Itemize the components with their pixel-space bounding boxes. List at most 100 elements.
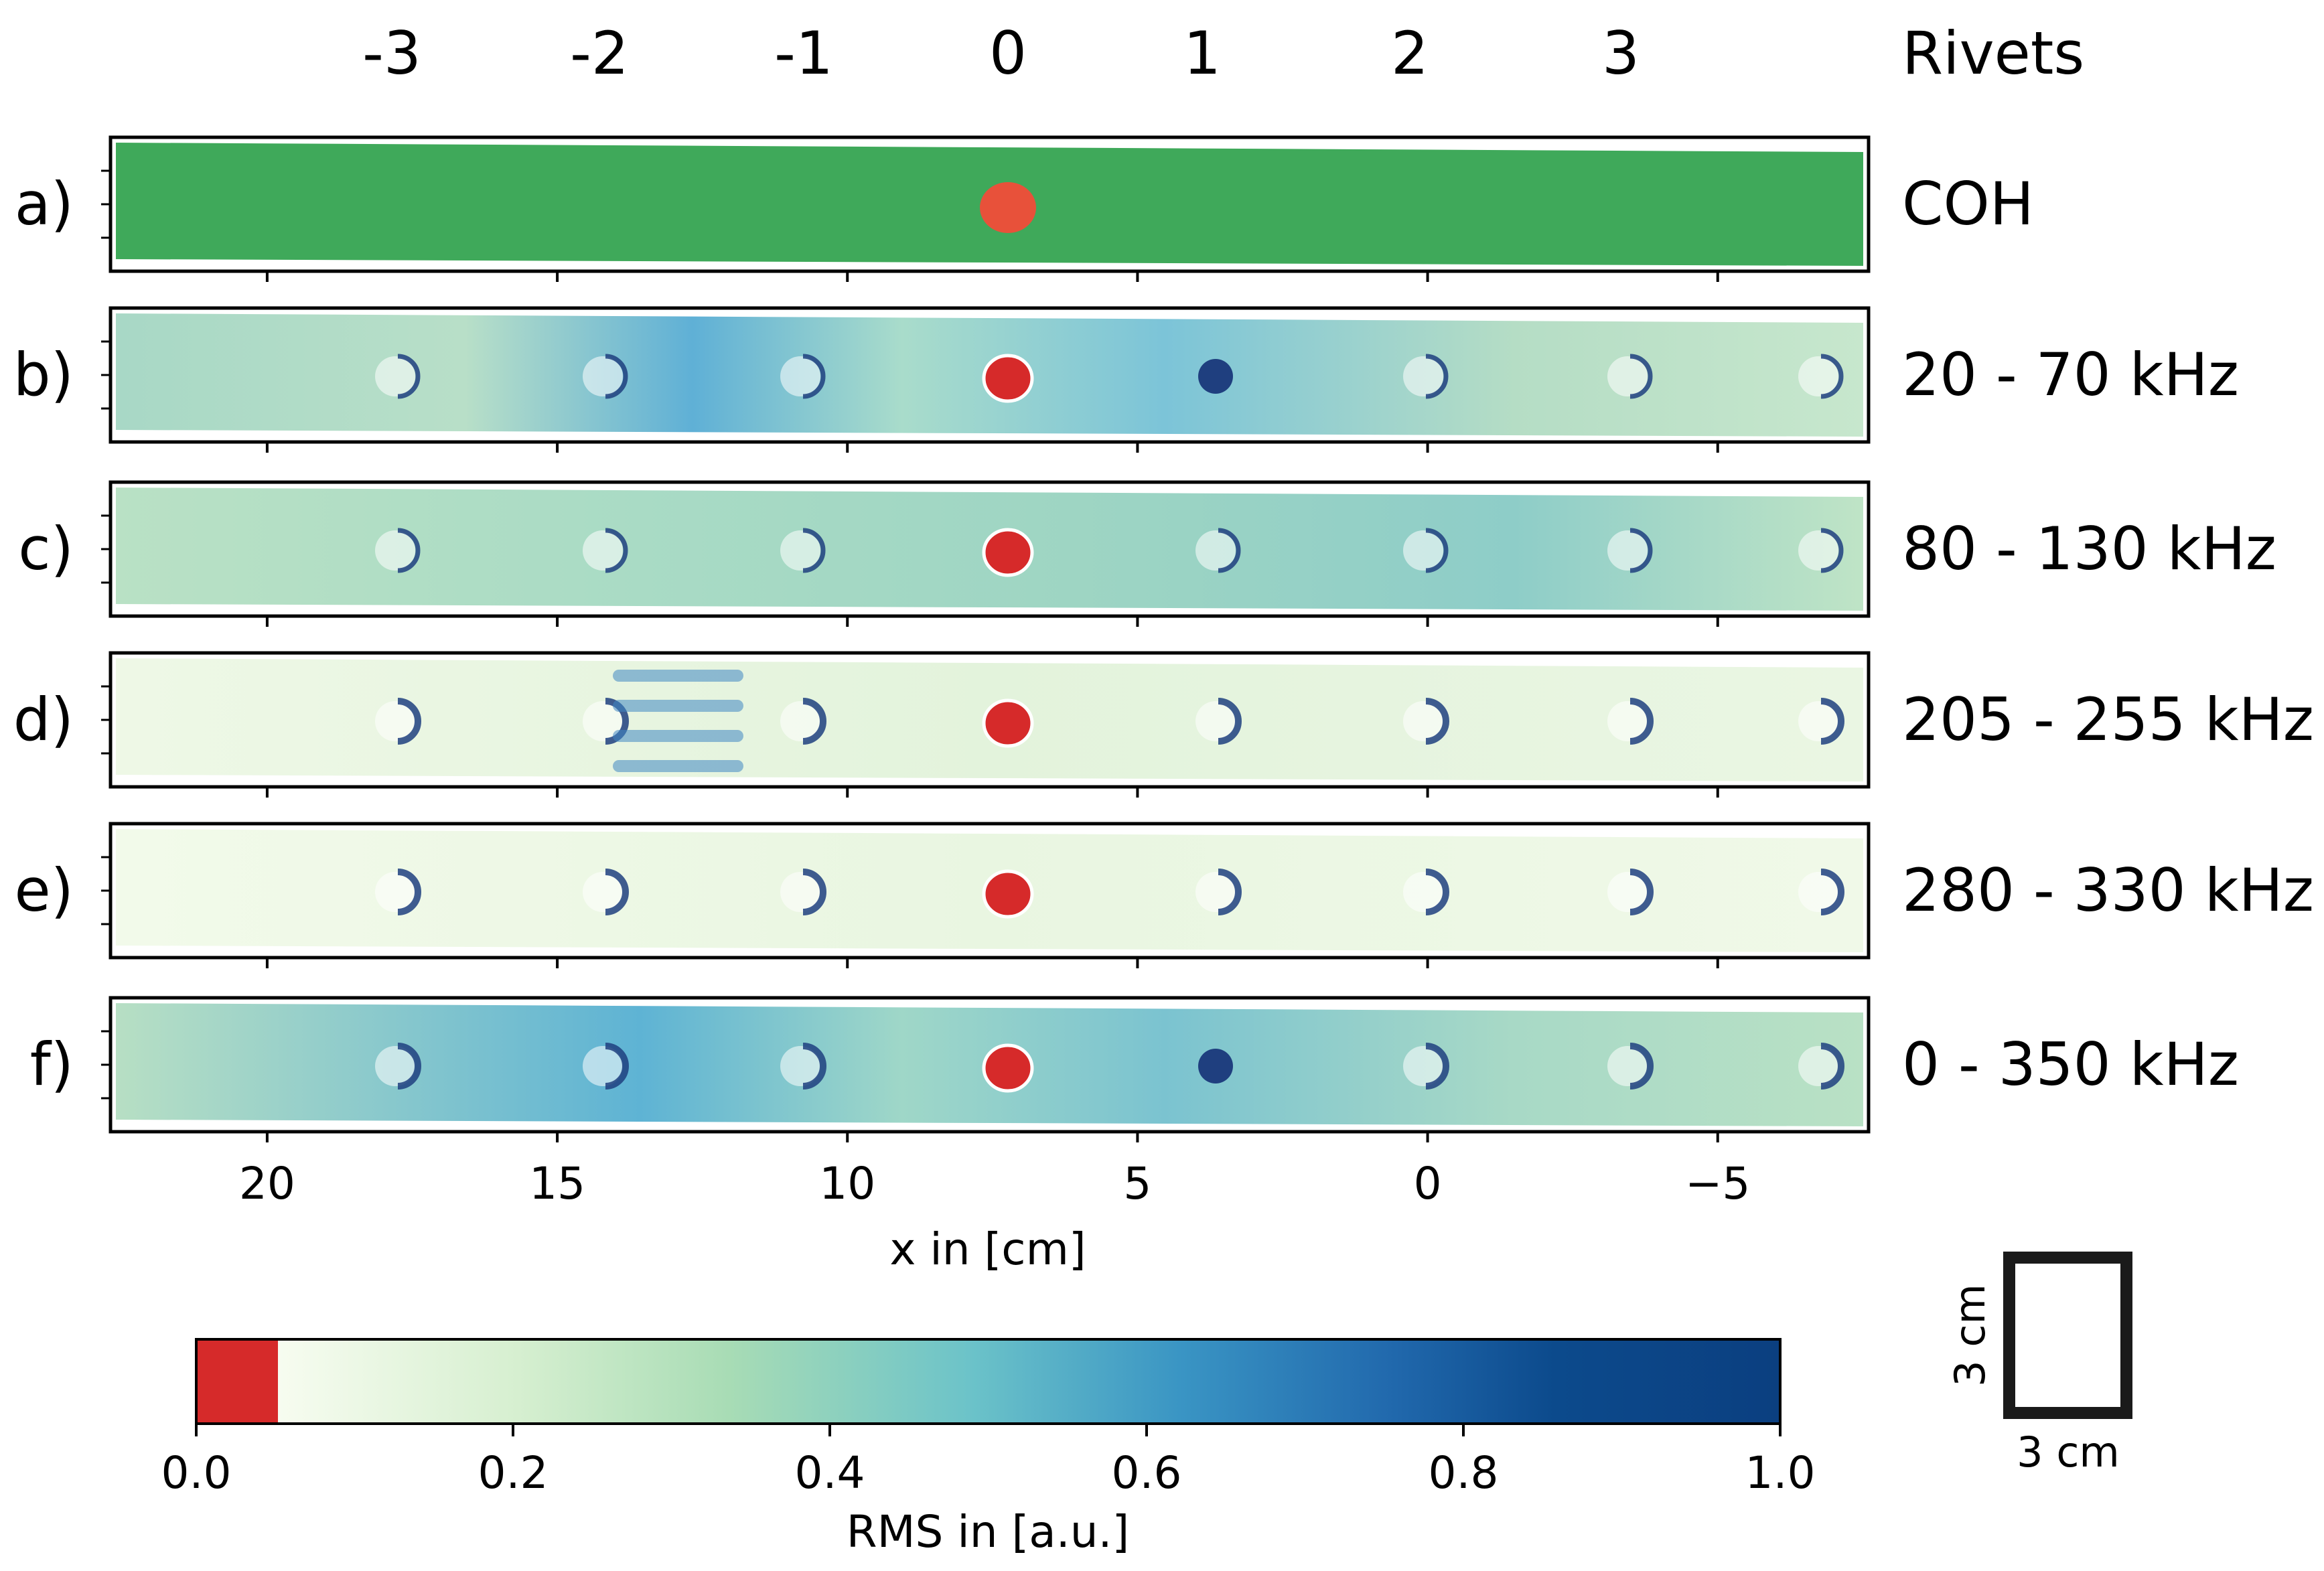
rivet-mark [1607, 701, 1648, 741]
damage-spot [982, 1043, 1034, 1093]
rivet-mark [375, 1046, 415, 1086]
colorbar-gradient [278, 1339, 1780, 1424]
panel-id: c) [18, 514, 74, 583]
rivet-mark [1607, 356, 1648, 396]
colorbar-tick-label: 0.4 [795, 1447, 865, 1499]
rivet-ring [1218, 698, 1242, 745]
rivet-ring [1425, 528, 1449, 573]
x-axis-label: x in [cm] [889, 1223, 1086, 1275]
damage-spot [982, 528, 1034, 577]
rivet-ring [1629, 528, 1653, 573]
rivet-mark [1798, 356, 1838, 396]
damage-spot [982, 698, 1034, 748]
wave-artifact [613, 760, 743, 772]
rivet-mark [1607, 872, 1648, 912]
damage-spot [980, 182, 1036, 233]
rivet-ring [605, 869, 629, 915]
rivet-ring [397, 354, 421, 399]
panel-c: c) 80 - 130 kHz [18, 480, 2276, 627]
rivet-ring [802, 528, 826, 573]
rivet-ring [802, 1043, 826, 1090]
rivet-label: 1 [1183, 19, 1221, 88]
rivet-mark [1403, 1046, 1443, 1086]
colorbar: 0.0 0.2 0.4 0.6 0.8 1.0 [161, 1338, 1815, 1499]
rivet-mark [375, 701, 415, 741]
rivet-ring [1425, 354, 1449, 399]
rivet-ring [1820, 1043, 1844, 1090]
damage-spot [982, 354, 1034, 403]
x-tick-label: 20 [239, 1158, 295, 1209]
rivet-mark [1195, 872, 1236, 912]
rivet-mark [1403, 530, 1443, 571]
rivet-ring [1425, 698, 1449, 745]
rivet-label: 3 [1602, 19, 1640, 88]
panel-e: e) 280 - 330 kHz [15, 822, 2314, 968]
x-tick-label: 0 [1414, 1158, 1442, 1209]
scale-square [2003, 1252, 2132, 1419]
rivet-mark [583, 701, 623, 741]
band-label: 80 - 130 kHz [1902, 514, 2276, 583]
rivet-mark [375, 356, 415, 396]
band-label: 205 - 255 kHz [1902, 685, 2314, 754]
rivet-mark [583, 872, 623, 912]
rivet-mark [1198, 359, 1233, 394]
rivet-mark [1607, 1046, 1648, 1086]
band-label: 280 - 330 kHz [1902, 856, 2314, 925]
band-label: 0 - 350 kHz [1902, 1030, 2239, 1099]
rivet-ring [1820, 869, 1844, 915]
rivet-ring [1629, 354, 1653, 399]
rivet-ring [1629, 1043, 1654, 1090]
x-tick-label: −5 [1685, 1158, 1750, 1209]
rivet-mark [1198, 1049, 1233, 1083]
rivet-mark [1403, 872, 1443, 912]
rivet-mark [1607, 530, 1648, 571]
rivet-ring [1218, 528, 1241, 573]
rivet-label: 2 [1391, 19, 1429, 88]
rivet-ring [605, 1043, 629, 1090]
rivet-mark [780, 530, 820, 571]
rivet-mark [780, 872, 820, 912]
wave-artifact [613, 670, 743, 682]
panel-id: f) [30, 1030, 74, 1099]
colorbar-tick-label: 0.2 [478, 1447, 549, 1499]
panel-a: a) COH [15, 135, 2034, 282]
rivet-mark [583, 530, 623, 571]
rivet-ring [397, 1043, 421, 1090]
x-tick-label: 10 [819, 1158, 875, 1209]
rivet-ring [802, 698, 826, 745]
rivet-ring [1425, 1043, 1449, 1090]
rivet-label: -2 [570, 19, 629, 88]
colorbar-frame [195, 1338, 1782, 1425]
rivet-mark [1798, 530, 1838, 571]
colorbar-tick-label: 0.6 [1112, 1447, 1182, 1499]
scale-width-label: 3 cm [2017, 1428, 2120, 1477]
rivet-mark [780, 701, 820, 741]
rivet-mark [583, 356, 623, 396]
rivet-mark [780, 356, 820, 396]
rivet-mark [1403, 701, 1443, 741]
panel-f: f) 0 - 350 kHz [30, 996, 2239, 1142]
rivet-mark [583, 1046, 623, 1086]
rivet-mark [1798, 1046, 1838, 1086]
scale-bar: 3 cm 3 cm [1946, 1252, 2132, 1477]
rivet-ring [605, 528, 628, 573]
rivet-ring [397, 869, 421, 915]
rivet-ring [1629, 869, 1654, 915]
rivet-mark [1798, 872, 1838, 912]
band-label: COH [1902, 169, 2034, 238]
panel-id: b) [13, 340, 74, 409]
rivet-ring [1820, 354, 1844, 399]
rivet-label: -3 [362, 19, 421, 88]
rivet-ring [605, 354, 628, 399]
rivet-mark [1403, 356, 1443, 396]
x-tick-label: 15 [529, 1158, 585, 1209]
rivet-ring [1218, 869, 1242, 915]
panel-id: a) [15, 169, 74, 238]
wave-artifact [613, 730, 743, 742]
rivets-label: Rivets [1902, 19, 2084, 88]
colorbar-tick-label: 0.0 [161, 1447, 232, 1499]
colorbar-label: RMS in [a.u.] [847, 1506, 1130, 1558]
colorbar-red-segment [196, 1339, 278, 1424]
rivet-ring [397, 698, 421, 745]
